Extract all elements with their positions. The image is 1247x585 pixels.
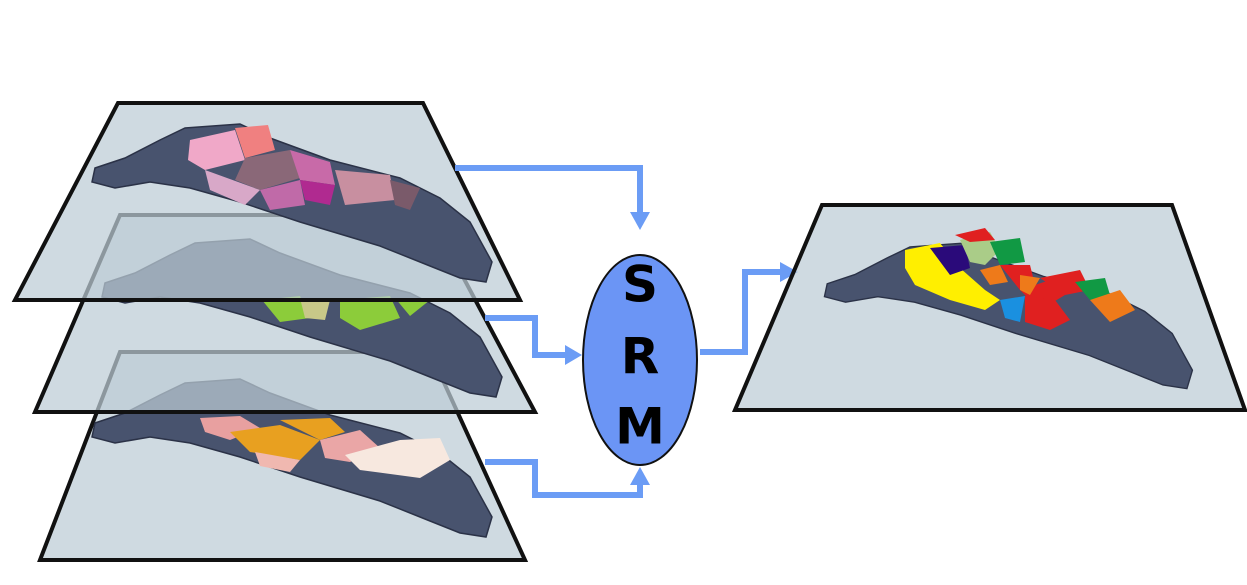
node-letter: S xyxy=(622,256,658,314)
map-regions xyxy=(188,125,420,210)
input-layer-1 xyxy=(11,101,524,302)
map-regions xyxy=(200,416,450,478)
srm-node: S R M xyxy=(582,254,698,466)
arrows xyxy=(455,165,798,498)
map-regions xyxy=(905,228,1135,330)
map-regions xyxy=(262,296,430,330)
node-letter: R xyxy=(621,328,660,386)
node-letter: M xyxy=(615,398,665,456)
output-layer xyxy=(731,203,1247,412)
